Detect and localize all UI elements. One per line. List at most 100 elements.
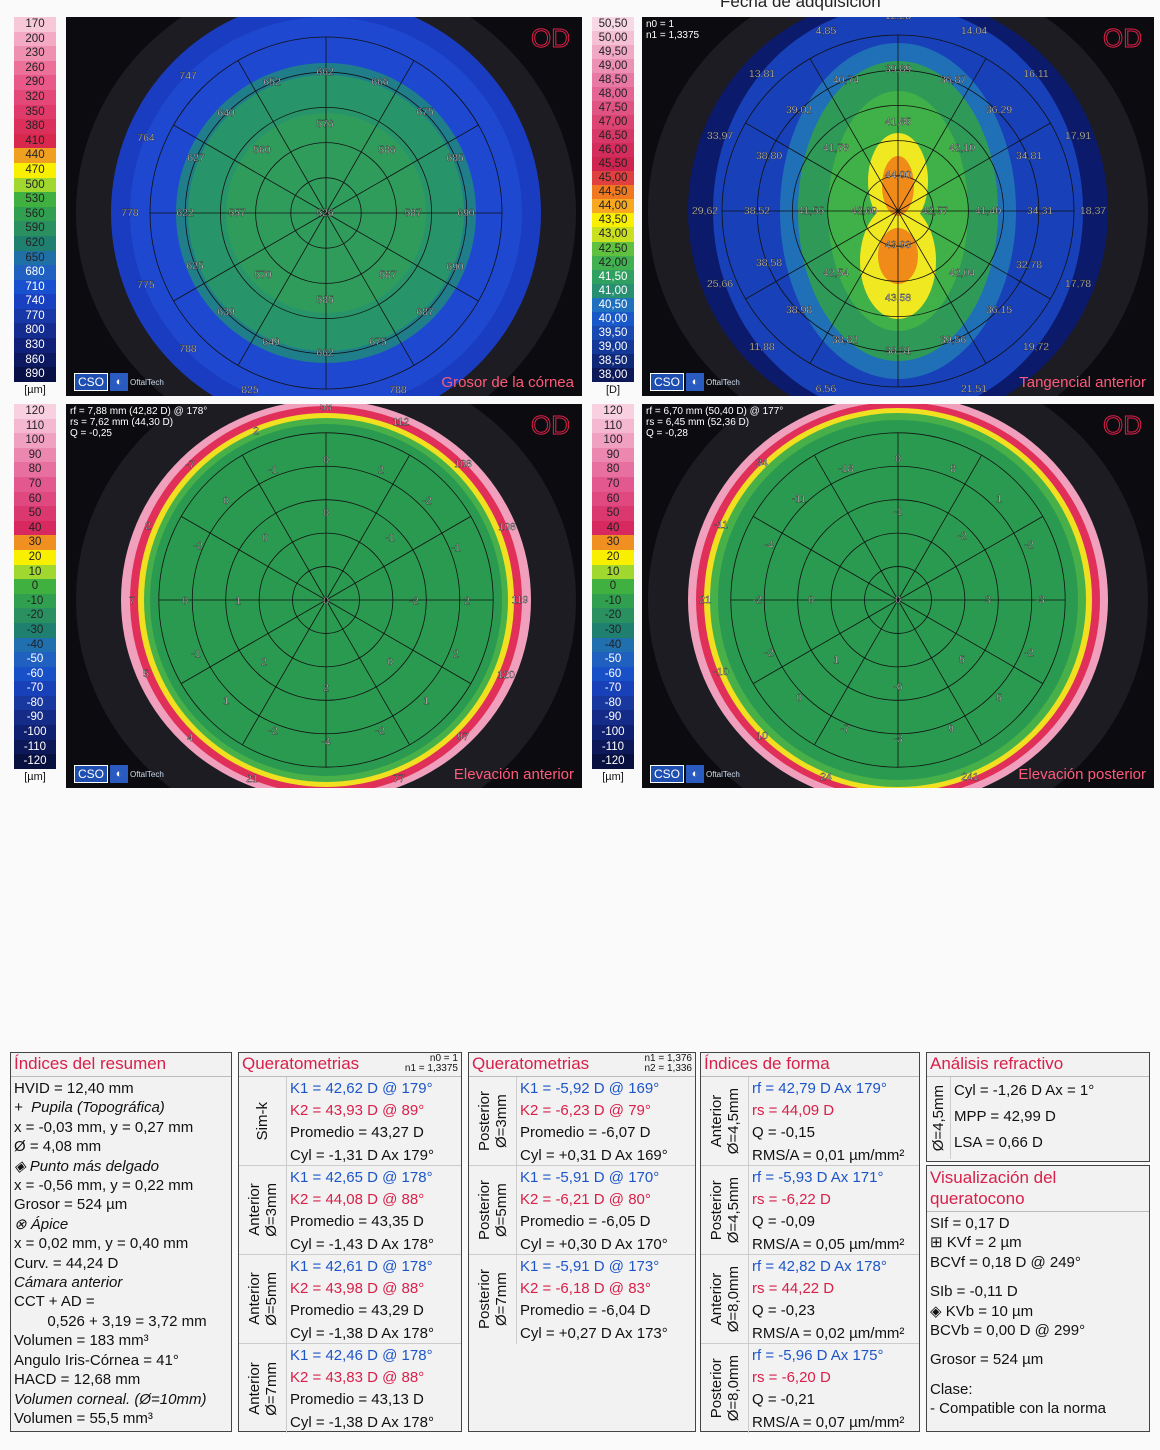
map-value-label: 112 xyxy=(393,416,410,428)
map-value-label: -3 xyxy=(893,733,902,745)
map-value-label: 120 xyxy=(497,669,515,681)
scale-step: -30 xyxy=(14,622,56,638)
scale-step: 200 xyxy=(14,31,56,47)
map-title: Elevación anterior xyxy=(453,766,574,783)
map-value-label: 687 xyxy=(416,306,434,318)
map-value-label: 42,57 xyxy=(922,205,948,217)
scale-step: 230 xyxy=(14,46,56,61)
measurement-group: Posterior Ø=3mm K1 = -5,92 D @ 169° K2 = -… xyxy=(469,1077,695,1166)
map-value-label: 0 xyxy=(182,595,188,607)
map-value-label: 97 xyxy=(457,731,469,743)
map-value-label: 42,54 xyxy=(823,267,849,279)
map-value-label: 41,85 xyxy=(885,116,911,128)
scale-step: 41,00 xyxy=(592,283,634,298)
elev-post-color-scale: 120 110 100 90 80 70 60 50 40 30 20 10 0 -10 -20 -30 -40… xyxy=(592,404,634,769)
measurement-value: Q = -0,23 xyxy=(752,1302,815,1320)
scale-step: 290 xyxy=(14,75,56,90)
map-value-label: 2 xyxy=(323,682,329,694)
map-value-label: 13,81 xyxy=(749,68,775,80)
summary-line: - Compatible con la norma xyxy=(930,1400,1106,1418)
logo-text: CSO xyxy=(650,765,685,783)
map-value-label: 690 xyxy=(457,207,475,219)
scale-step: 800 xyxy=(14,323,56,339)
map-value-label: -7 xyxy=(840,723,849,735)
measurement-value: Q = -0,09 xyxy=(752,1213,815,1231)
map-value-label: 775 xyxy=(137,279,155,291)
map-value-label: -2 xyxy=(409,595,418,607)
group-label-text: Anterior Ø=5mm xyxy=(245,1272,280,1326)
summary-lines: SIf = 0,17 D ⊞ KVf = 2 µm BCVf = 0,18 D @ … xyxy=(927,1212,1149,1421)
map-value-label: 1 xyxy=(423,695,429,707)
measurement-value: Promedio = -6,07 D xyxy=(520,1124,651,1142)
scale-step: -10 xyxy=(592,593,634,609)
group-label: Anterior Ø=8,0mm xyxy=(701,1255,749,1343)
scale-step: 70 xyxy=(592,476,634,492)
measurement-group: Sim-k K1 = 42,62 D @ 179° K2 = 43,93 D @ 8… xyxy=(239,1077,461,1166)
elev-ant-map[interactable]: 58 2 112 -7 -1 0 2 108 0 -2 0 2 -2 0 -1 108 -1 7 0 1 0 -2 2 119… xyxy=(66,404,582,788)
scale-step: 48,00 xyxy=(592,87,634,102)
scale-step: 60 xyxy=(14,491,56,507)
map-value-label: 0 xyxy=(223,495,229,507)
map-value-label: -6 xyxy=(893,681,902,693)
group-label: Anterior Ø=3mm xyxy=(239,1166,287,1254)
map-value-label: 108 xyxy=(454,458,472,470)
summary-line: Volumen corneal. (Ø=10mm) xyxy=(14,1390,207,1408)
thickness-map[interactable]: 747 652 662 666 640 675 576 764 627 560 586 685 778 6… xyxy=(66,17,582,396)
tangential-map[interactable]: 12,28 4,85 14,04 13,81 40,74 39,89 36,87 16,11 3… xyxy=(642,17,1154,396)
map-value-label: 1 xyxy=(235,595,241,607)
map-value-label: -11 xyxy=(714,519,729,531)
scale-step: 50,50 xyxy=(592,17,634,32)
scale-step: 650 xyxy=(14,250,56,266)
scale-step: 10 xyxy=(592,564,634,580)
section-title-text: Visualización del queratocono xyxy=(930,1168,1057,1208)
group-values: K1 = 42,61 D @ 178° K2 = 43,98 D @ 88° Pro… xyxy=(287,1255,461,1343)
scale-step: 39,00 xyxy=(592,339,634,354)
map-value-label: 36,87 xyxy=(940,74,966,86)
group-label: Posterior Ø=3mm xyxy=(469,1077,517,1165)
map-value-label: 570 xyxy=(254,269,272,281)
scale-step: -20 xyxy=(592,608,634,623)
map-value-label: 16,11 xyxy=(1023,68,1049,80)
scale-step: -90 xyxy=(14,710,56,726)
shape-indices-panel: Índices de forma Anterior Ø=4,5mm rf = 42,… xyxy=(700,1052,920,1433)
tangential-color-scale: 50,50 50,00 49,50 49,00 48,50 48,00 47,50 47,00… xyxy=(592,17,634,382)
map-value-label: 666 xyxy=(371,76,389,88)
map-value-label: 2 xyxy=(378,464,384,476)
scale-step: 50 xyxy=(14,506,56,521)
map-value-label: -2 xyxy=(752,594,761,606)
measurement-value: Promedio = 43,27 D xyxy=(290,1124,424,1142)
group-label: Anterior Ø=5mm xyxy=(239,1255,287,1343)
measurement-value: rs = -6,22 D xyxy=(752,1191,831,1209)
map-value-label: 42,10 xyxy=(949,142,975,154)
polar-grid xyxy=(730,432,1066,768)
map-value-label: 1 xyxy=(223,695,229,707)
measurement-value: Promedio = 43,13 D xyxy=(290,1391,424,1409)
scale-step: 740 xyxy=(14,294,56,309)
map-value-label: 41,78 xyxy=(823,142,849,154)
map-value-label: 8 xyxy=(950,463,956,475)
map-value-label: 639 xyxy=(217,306,235,318)
scale-step: 80 xyxy=(14,462,56,477)
group-values: K1 = 42,46 D @ 178° K2 = 43,83 D @ 88° Pro… xyxy=(287,1344,461,1433)
map-value-label: 38,82 xyxy=(832,334,858,346)
scale-step: 44,00 xyxy=(592,199,634,214)
summary-line: x = -0,56 mm, y = 0,22 mm xyxy=(14,1177,194,1195)
summary-line: HACD = 12,68 mm xyxy=(14,1371,141,1389)
cso-logo: CSO ◐ OftalTech xyxy=(650,765,740,783)
group-values: K1 = 42,65 D @ 178° K2 = 44,08 D @ 88° Pro… xyxy=(287,1166,461,1254)
group-values: K1 = -5,92 D @ 169° K2 = -6,23 D @ 79° Pro… xyxy=(517,1077,695,1165)
logo-text: CSO xyxy=(650,373,685,391)
scale-step: 470 xyxy=(14,162,56,178)
eye-side-label: OD xyxy=(1103,410,1143,441)
map-value-label: 0 xyxy=(323,507,329,519)
scale-step: 40 xyxy=(592,520,634,536)
logo-icon: ◐ xyxy=(110,373,129,391)
cso-logo: CSO ◐ OftalTech xyxy=(74,373,164,391)
elev-post-map[interactable]: 34 -18 0 8 -11 1 -11 -4 -1 -2 -2 21 -2 0 0 3 -3 -2 1 -2 5 -10… xyxy=(642,404,1154,788)
scale-step: 42,50 xyxy=(592,241,634,256)
map-value-label: -4 xyxy=(764,539,773,551)
scale-step: 260 xyxy=(14,60,56,76)
group-values: K1 = -5,91 D @ 170° K2 = -6,21 D @ 80° Pro… xyxy=(517,1166,695,1254)
measurement-value: LSA = 0,66 D xyxy=(954,1134,1043,1151)
summary-line: SIb = -0,11 D xyxy=(930,1283,1018,1301)
